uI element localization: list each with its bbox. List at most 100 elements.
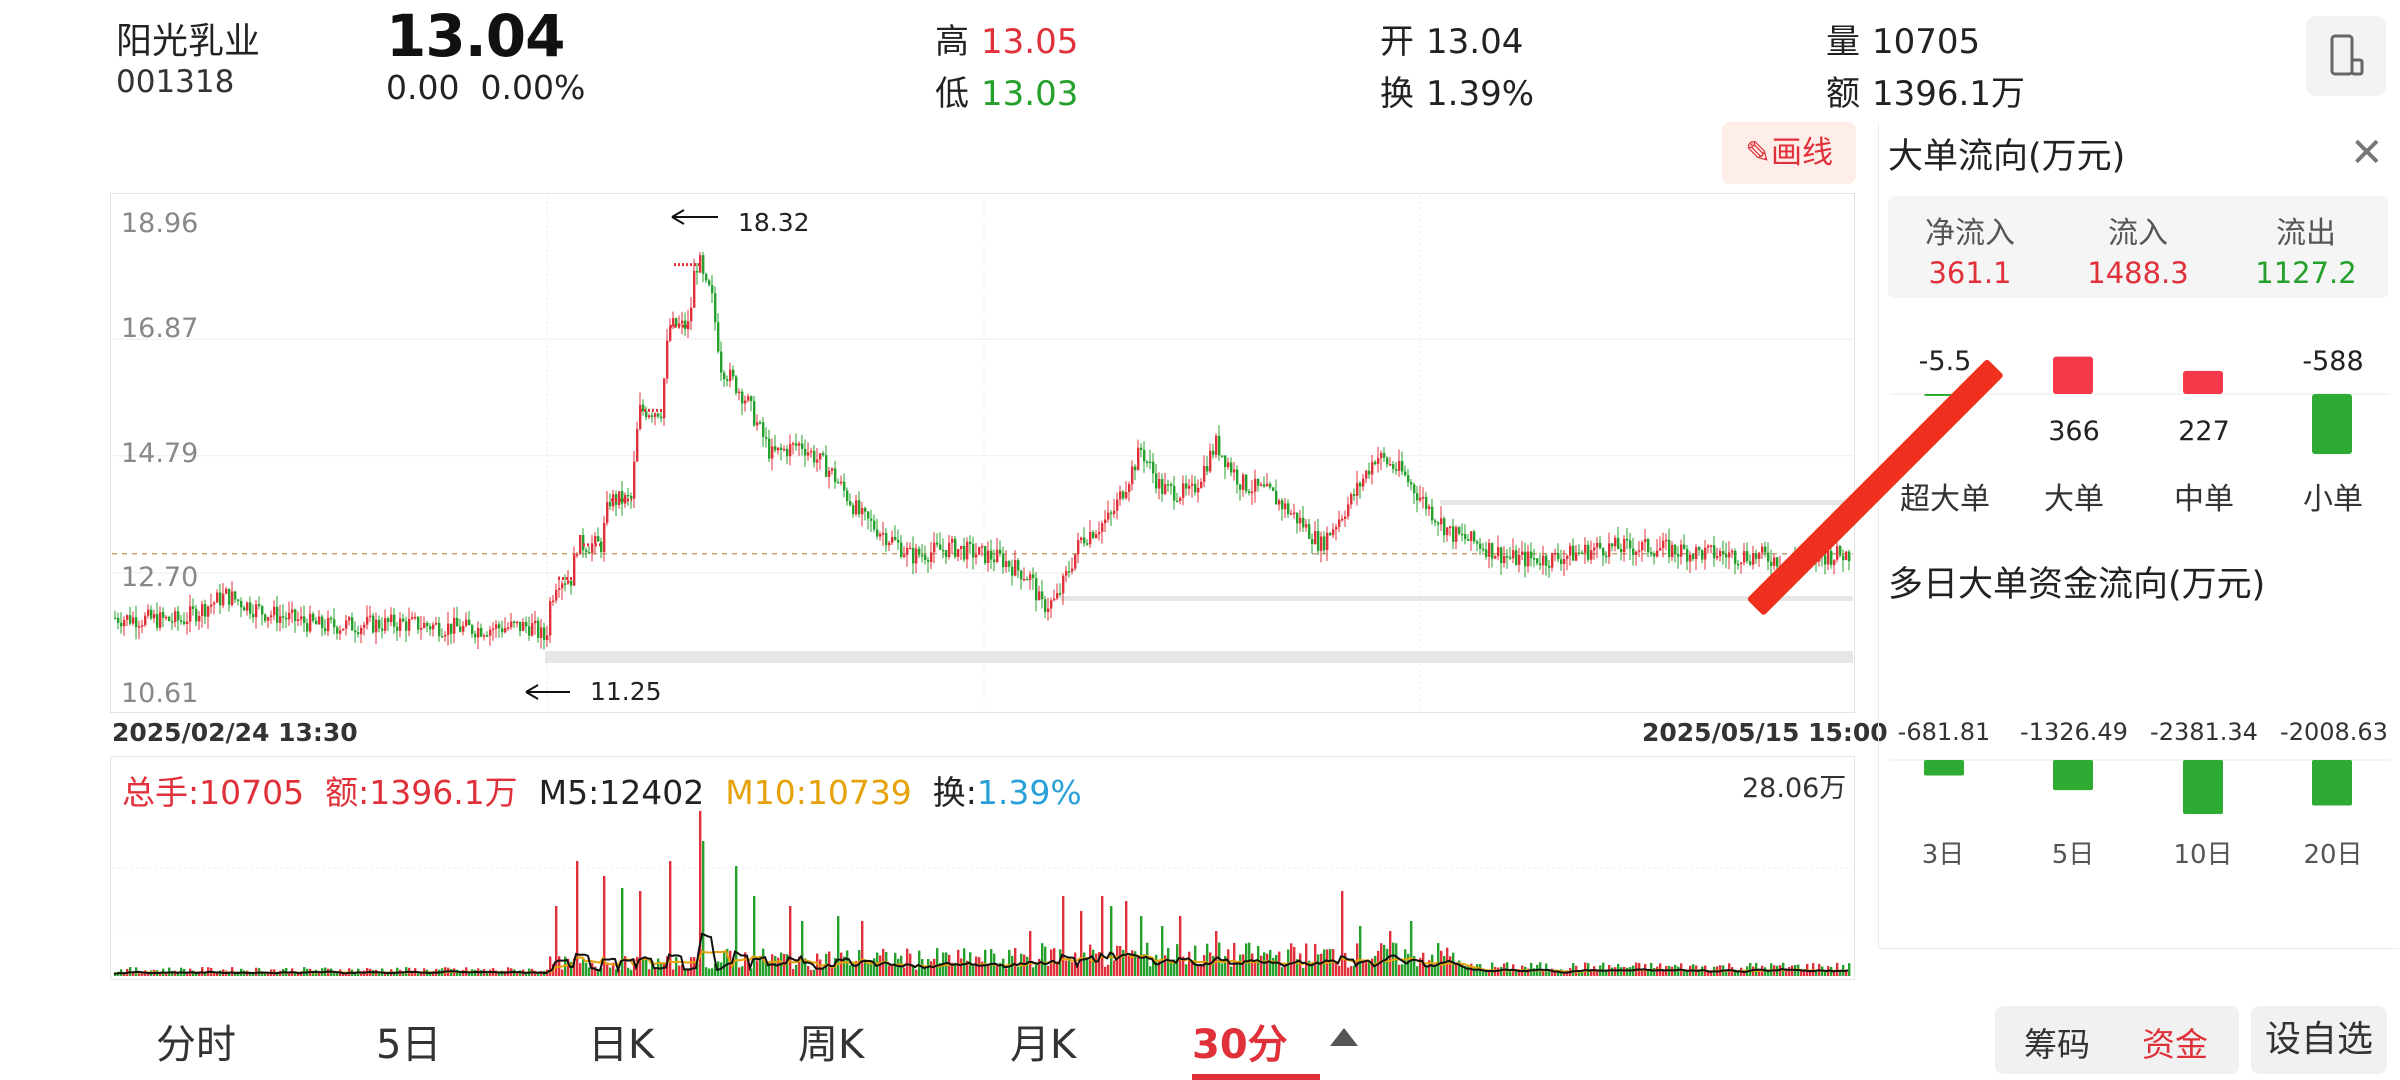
tab-weekly[interactable]: 周K	[798, 1022, 865, 1068]
tab-daily[interactable]: 日K	[588, 1022, 655, 1068]
cat-label-small: 小单	[2303, 482, 2363, 517]
tab-monthly[interactable]: 月K	[1010, 1022, 1077, 1068]
candle-body	[225, 588, 228, 594]
add-to-watchlist-button[interactable]: 设自选	[2251, 1006, 2387, 1074]
candle-body	[540, 627, 543, 638]
candle-body	[216, 592, 219, 603]
candle-body	[597, 536, 600, 542]
candle-body	[453, 617, 456, 634]
volume-bar	[1047, 965, 1050, 976]
candle-body	[342, 628, 345, 631]
candle-body	[507, 627, 510, 629]
volume-bar	[765, 962, 768, 976]
candle-body	[690, 307, 693, 322]
volume-bar	[123, 972, 126, 976]
volume-bar	[1263, 952, 1266, 976]
candle-body	[201, 604, 204, 616]
segment-fund[interactable]: 资金	[2142, 1025, 2208, 1064]
close-icon[interactable]: ✕	[2350, 130, 2384, 176]
volume-bar	[1002, 958, 1005, 976]
volume-bar	[951, 962, 954, 976]
volume-bar	[975, 956, 978, 976]
candle-body	[1677, 553, 1680, 557]
candle-body	[1530, 551, 1533, 559]
candle-body	[660, 416, 663, 419]
caret-up-icon[interactable]	[1330, 1028, 1358, 1046]
vol-amount-label: 额:	[325, 773, 370, 812]
candle-body	[360, 627, 363, 635]
volume-bar	[228, 972, 231, 976]
candle-body	[897, 539, 900, 543]
candle-body	[588, 552, 591, 554]
multi-label-20d: 20日	[2303, 840, 2363, 870]
candle-body	[1671, 544, 1674, 558]
candle-body	[675, 318, 678, 327]
segment-chip[interactable]: 筹码	[2024, 1025, 2090, 1064]
low-value: 13.03	[981, 74, 1079, 114]
candle-body	[1341, 518, 1344, 521]
candle-body	[1683, 544, 1686, 549]
candle-body	[1725, 554, 1728, 558]
candle-body	[549, 601, 552, 636]
candle-body	[1116, 499, 1119, 511]
kline-chart-frame[interactable]	[110, 193, 1855, 713]
inflow-value: 1488.3	[2087, 256, 2189, 290]
tab-30min[interactable]: 30分	[1192, 1022, 1288, 1068]
candle-body	[1092, 532, 1095, 538]
volume-bar	[1215, 931, 1218, 976]
candle-body	[375, 619, 378, 633]
candle-body	[399, 618, 402, 631]
max-price-label: 18.32	[738, 208, 810, 237]
m5-label: M5:	[538, 773, 600, 812]
volume-bar	[786, 954, 789, 976]
candle-body	[1497, 547, 1500, 557]
cat-label-large: 大单	[2044, 482, 2104, 517]
draw-line-label: 画线	[1770, 135, 1833, 171]
candle-body	[969, 541, 972, 544]
tab-intraday[interactable]: 分时	[156, 1022, 236, 1068]
volume-bar	[1428, 960, 1431, 976]
candle-body	[915, 548, 918, 564]
draw-line-button[interactable]: ✎画线	[1722, 122, 1856, 184]
candle-body	[234, 591, 237, 600]
candle-body	[1242, 474, 1245, 490]
volume-bar	[885, 952, 888, 976]
volume-bar	[981, 961, 984, 976]
candle-body	[705, 273, 708, 281]
candle-body	[1011, 566, 1014, 576]
volume-bar	[1305, 943, 1308, 976]
candle-body	[822, 453, 825, 456]
landscape-toggle-button[interactable]	[2306, 16, 2386, 96]
y-tick-0: 18.96	[121, 208, 199, 239]
candle-body	[1434, 520, 1437, 523]
volume-chart-frame[interactable]	[110, 756, 1855, 980]
volume-bar	[600, 968, 603, 976]
candle-body	[147, 609, 150, 616]
volume-bar	[960, 958, 963, 976]
candle-body	[501, 628, 504, 633]
candle-body	[1629, 540, 1632, 549]
volume-bar	[1212, 955, 1215, 976]
candle-body	[699, 255, 702, 273]
volume-bar	[1449, 956, 1452, 976]
candle-body	[324, 628, 327, 632]
candle-body	[1749, 561, 1752, 565]
tab-5day[interactable]: 5日	[376, 1022, 442, 1068]
candle-body	[849, 501, 852, 506]
candle-body	[486, 635, 489, 637]
candle-body	[939, 544, 942, 550]
volume-bar	[606, 962, 609, 976]
candle-body	[774, 446, 777, 451]
volume-bar	[1017, 966, 1020, 976]
volume-bar	[867, 963, 870, 976]
candle-body	[351, 617, 354, 631]
turnover-stat: 换 1.39%	[1380, 66, 1534, 115]
candle-body	[441, 636, 444, 638]
volume-bar	[1800, 969, 1803, 976]
volume-bar	[252, 972, 255, 976]
candle-body	[1185, 483, 1188, 489]
candle-body	[1641, 542, 1644, 551]
candle-body	[1617, 537, 1620, 550]
volume-bar	[609, 967, 612, 976]
candle-body	[291, 609, 294, 613]
